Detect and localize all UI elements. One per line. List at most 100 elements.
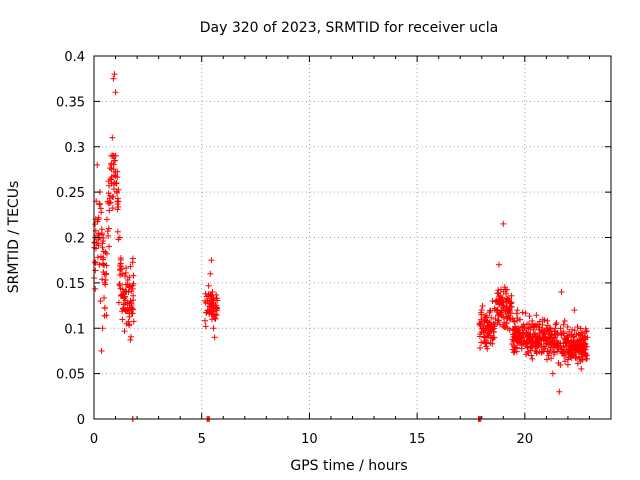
- y-axis-label: SRMTID / TECUs: [6, 181, 22, 294]
- data-point: [129, 259, 136, 266]
- y-tick-label: 0: [77, 413, 85, 428]
- data-point: [558, 288, 565, 295]
- data-point: [548, 355, 555, 362]
- data-point: [523, 330, 530, 337]
- data-point: [483, 325, 490, 332]
- data-point: [486, 309, 493, 316]
- data-point: [106, 207, 113, 214]
- data-point: [213, 311, 220, 318]
- data-point: [545, 352, 552, 359]
- data-point: [207, 270, 214, 277]
- data-point: [125, 288, 132, 295]
- data-point: [540, 343, 547, 350]
- data-point: [534, 336, 541, 343]
- data-point: [522, 310, 529, 317]
- data-point: [556, 388, 563, 395]
- data-point: [481, 338, 488, 345]
- data-point: [582, 328, 589, 335]
- data-point: [212, 315, 219, 322]
- data-point: [576, 337, 583, 344]
- data-point: [109, 134, 116, 141]
- data-point: [557, 340, 564, 347]
- data-point: [557, 325, 564, 332]
- data-point: [124, 281, 131, 288]
- data-point: [570, 339, 577, 346]
- data-point: [514, 307, 521, 314]
- data-point: [527, 340, 534, 347]
- data-point: [105, 190, 112, 197]
- data-point: [116, 234, 123, 241]
- data-point: [544, 348, 551, 355]
- data-point: [101, 294, 108, 301]
- data-point: [201, 317, 208, 324]
- data-point: [114, 174, 121, 181]
- data-point: [560, 321, 567, 328]
- data-point: [577, 343, 584, 350]
- data-point: [202, 323, 209, 330]
- data-point: [114, 206, 121, 213]
- data-point: [208, 257, 215, 264]
- data-point: [527, 344, 534, 351]
- x-tick-label: 5: [198, 432, 206, 447]
- data-point: [563, 342, 570, 349]
- data-point: [100, 238, 107, 245]
- data-point: [114, 168, 121, 175]
- data-point: [504, 315, 511, 322]
- data-point: [478, 325, 485, 332]
- data-point: [526, 313, 533, 320]
- data-point: [92, 267, 99, 274]
- data-point: [117, 265, 124, 272]
- data-point: [122, 269, 129, 276]
- data-point: [548, 339, 555, 346]
- data-point: [541, 331, 548, 338]
- data-point: [484, 318, 491, 325]
- data-point: [112, 89, 119, 96]
- data-point: [117, 292, 124, 299]
- data-point: [107, 165, 114, 172]
- data-point: [555, 345, 562, 352]
- data-point: [202, 297, 209, 304]
- data-point: [128, 288, 135, 295]
- data-point: [95, 216, 102, 223]
- grid-layer: [94, 56, 611, 419]
- data-point: [561, 336, 568, 343]
- data-point: [128, 310, 135, 317]
- data-point: [94, 254, 101, 261]
- x-tick-label: 15: [409, 432, 426, 447]
- data-point: [117, 260, 124, 267]
- data-point: [571, 333, 578, 340]
- data-point: [564, 323, 571, 330]
- data-point: [502, 298, 509, 305]
- data-point: [519, 334, 526, 341]
- data-point: [103, 216, 110, 223]
- data-point: [108, 161, 115, 168]
- data-point: [500, 220, 507, 227]
- data-point: [127, 263, 134, 270]
- data-point: [103, 262, 110, 269]
- chart-title: Day 320 of 2023, SRMTID for receiver ucl…: [200, 20, 498, 36]
- data-point: [101, 305, 108, 312]
- data-point: [103, 312, 110, 319]
- y-tick-label: 0.2: [64, 232, 85, 247]
- data-point: [487, 307, 494, 314]
- data-point: [506, 299, 513, 306]
- data-point: [536, 318, 543, 325]
- data-point: [116, 281, 123, 288]
- data-point: [106, 200, 113, 207]
- data-point: [126, 274, 133, 281]
- data-points: [91, 71, 591, 422]
- y-tick-label: 0.1: [64, 322, 85, 337]
- data-point: [92, 285, 99, 292]
- data-point: [504, 286, 511, 293]
- data-point: [572, 354, 579, 361]
- x-axis-label: GPS time / hours: [290, 458, 407, 474]
- data-point: [214, 297, 221, 304]
- data-point: [505, 312, 512, 319]
- data-point: [490, 328, 497, 335]
- data-point: [507, 316, 514, 323]
- data-point: [109, 152, 116, 159]
- data-point: [520, 334, 527, 341]
- data-point: [532, 339, 539, 346]
- data-point: [208, 304, 215, 311]
- y-tick-label: 0.05: [56, 368, 85, 383]
